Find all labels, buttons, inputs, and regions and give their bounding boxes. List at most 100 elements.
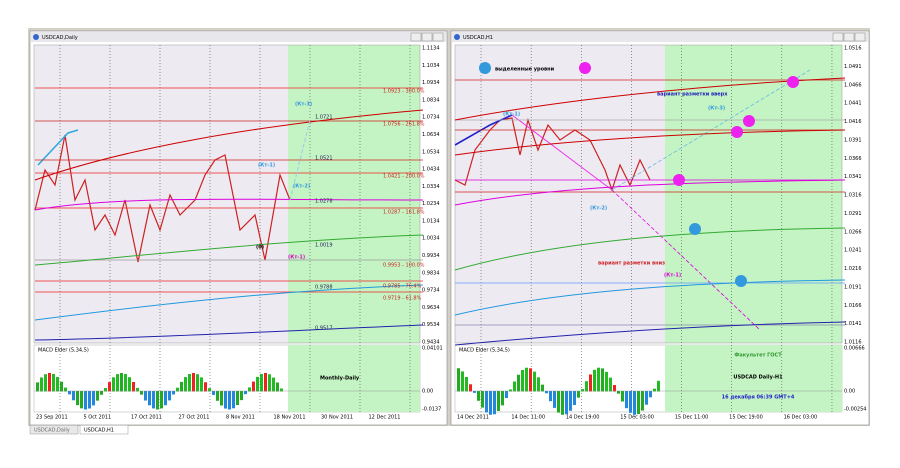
ma-blue [34,324,424,341]
blue-leg [37,129,79,166]
tab-label: USDCAD,H1 [84,428,114,434]
price-label: 1.0234 [422,201,440,207]
price-label: 1.0134 [422,218,440,224]
date-label: 14 Dec 19:00 [566,415,600,421]
price-label: 1.0534 [422,149,440,155]
macd-bar [569,391,572,411]
macd-bar [581,389,584,392]
macd-bar [68,391,71,395]
price-label: 1.0366 [844,156,862,162]
macd-bar [268,374,271,392]
macd-bar [557,391,560,413]
date-label: 15 Dec 19:00 [729,415,763,421]
legend: выделенные уровни [495,67,555,73]
macd-bar [577,391,580,398]
footer: USDCAD Daily-H1 [733,375,783,381]
price-label: 1.0834 [422,97,440,103]
ma-cyan [34,284,424,321]
macd-bar [88,391,91,409]
price-label: 1.1034 [422,63,440,69]
macd-bar [573,391,576,406]
macd-bar [244,391,247,395]
price-label: 1.0116 [844,340,862,346]
macd-bar [505,391,508,399]
macd-bar [152,391,155,409]
price-label: 1.0441 [844,101,862,107]
window-title: USDCAD,H1 [463,35,493,41]
macd-bar [521,369,524,392]
window-button[interactable] [832,32,844,42]
annotation: (Кт-2) [293,184,310,190]
level-label: 0.9719 - 61.8% [383,296,422,302]
macd-bar [76,391,79,406]
window-button[interactable] [432,32,444,42]
price-label: 1.0734 [422,115,440,121]
macd-bar [461,371,464,392]
price-label: 1.0491 [844,64,862,70]
macd-bar [593,369,596,392]
date-label: 14 Dec 11:00 [511,415,545,421]
macd-bar [509,389,512,392]
annotation: (Кт-3) [295,102,312,108]
price-label: 0.9734 [422,288,440,294]
price-label: 1.0216 [844,266,862,272]
window-button[interactable] [843,32,855,42]
macd-bar [136,387,139,392]
price-label: 1.0266 [844,229,862,235]
window-icon [33,34,39,40]
macd-bar [156,391,159,410]
macd-bar [565,391,568,415]
ma-cyan [454,279,846,316]
window-button[interactable] [854,32,866,42]
macd-bar [216,391,219,401]
macd-bar [100,391,103,395]
macd-scale: 0.04101 [422,346,443,352]
ma-magenta [34,198,424,211]
macd-bar [489,391,492,415]
macd-scale: 0.00666 [844,346,865,352]
level-label: 1.0287 - 161.8% [383,210,425,216]
date-label: 17 Oct 2011 [131,415,162,421]
macd-bar [188,374,191,392]
macd-bar [120,373,123,392]
macd-bar [36,382,39,392]
date-label: 15 Dec 03:00 [620,415,654,421]
macd-bar [657,380,660,392]
macd-bar [132,381,135,392]
annotation: (Кт-1) [258,163,275,169]
macd-bar [541,384,544,392]
annotation: вариант разметки вниз [598,261,665,267]
macd-bar [228,391,231,410]
window-button[interactable] [421,32,433,42]
pink-down [511,114,613,191]
annotation: (Кт-1) [503,112,520,118]
level-label: 1.0923 - 300.0% [383,89,425,95]
macd-bar [128,377,131,392]
date-label: 8 Nov 2011 [226,415,255,421]
macd-bar [264,373,267,392]
annotation: (Кт-1) [664,273,681,279]
price-label: 1.0316 [844,193,862,199]
macd-bar [48,373,51,392]
level-dot [787,76,799,88]
annotation: Monthly-Daily [320,376,360,382]
macd-label: MACD Elder (5,34,5) [459,348,510,354]
annotation: (Кт-1) [288,255,305,261]
macd-bar [72,391,75,401]
macd-bar [80,391,83,409]
annotation: (0) [256,245,264,251]
macd-bar [601,368,604,392]
level-dot [735,275,747,287]
price-label: 1.0334 [422,184,440,190]
plot-frame [33,44,421,344]
blue-up [454,114,513,146]
annotation: (Кт-3) [708,106,725,112]
title-bar [452,32,868,42]
macd-bar [204,382,207,392]
macd-bar [513,381,516,392]
title-bar [31,32,446,42]
macd-bar [525,367,528,392]
level-label: 1.0421 - 200.0% [383,174,425,180]
macd-bar [621,391,624,402]
window-button[interactable] [410,32,422,42]
